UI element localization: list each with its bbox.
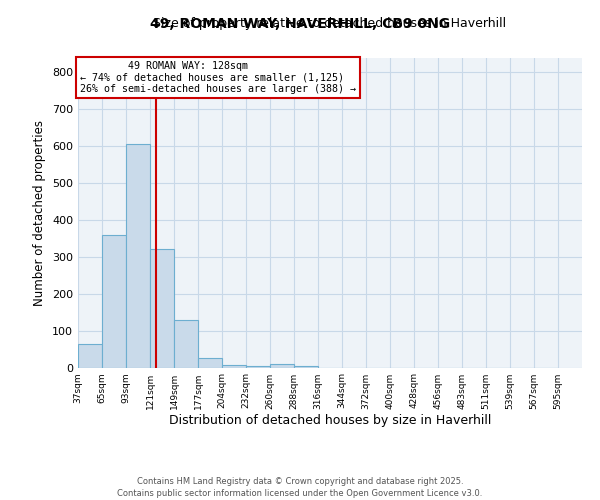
- Bar: [221, 364, 246, 368]
- Text: 49, ROMAN WAY, HAVERHILL, CB9 0NG: 49, ROMAN WAY, HAVERHILL, CB9 0NG: [150, 18, 450, 32]
- Bar: [102, 234, 126, 368]
- Title: Size of property relative to detached houses in Haverhill: Size of property relative to detached ho…: [154, 17, 506, 30]
- Bar: [126, 144, 150, 368]
- Text: 49 ROMAN WAY: 128sqm
← 74% of detached houses are smaller (1,125)
26% of semi-de: 49 ROMAN WAY: 128sqm ← 74% of detached h…: [80, 61, 356, 94]
- Bar: [294, 366, 318, 368]
- X-axis label: Distribution of detached houses by size in Haverhill: Distribution of detached houses by size …: [169, 414, 491, 428]
- Bar: [175, 320, 199, 368]
- Y-axis label: Number of detached properties: Number of detached properties: [34, 120, 46, 306]
- Text: Contains HM Land Registry data © Crown copyright and database right 2025.
Contai: Contains HM Land Registry data © Crown c…: [118, 476, 482, 498]
- Bar: [270, 364, 294, 368]
- Bar: [246, 366, 270, 368]
- Bar: [150, 250, 175, 368]
- Bar: [199, 358, 223, 368]
- Bar: [78, 344, 102, 367]
